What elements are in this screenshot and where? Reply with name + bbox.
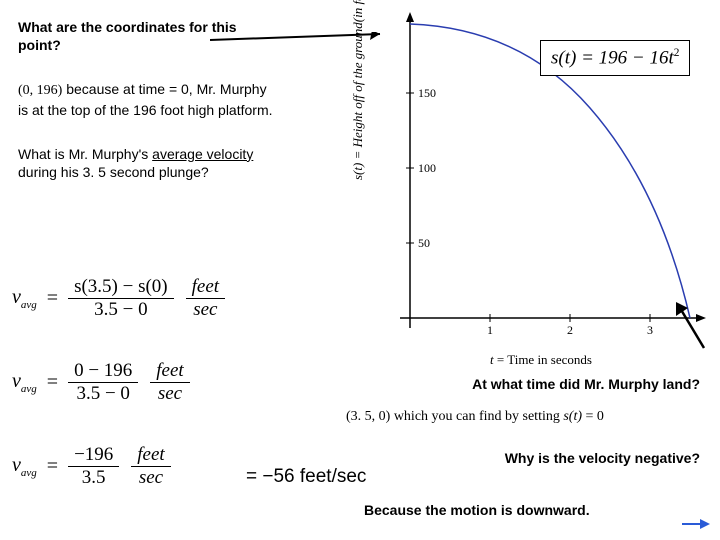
eq3-unit-num: feet [131, 444, 170, 466]
eq3-num: −196 [68, 444, 119, 467]
eq-sub3: avg [21, 467, 37, 479]
formula-exp: 2 [674, 47, 680, 59]
result-value: = −56 feet/sec [246, 466, 366, 488]
a3-pre: (3. 5, 0) which you can find by setting [346, 409, 563, 424]
eq-sub2: avg [21, 383, 37, 395]
xlabel-text: = Time in seconds [494, 352, 592, 367]
eq1-unit-den: sec [186, 298, 225, 321]
eq2-unit-den: sec [150, 382, 189, 405]
eq-lhs2: v [12, 370, 21, 392]
coord-value: (0, 196) [18, 83, 62, 98]
ylabel-arg: (t) [350, 163, 365, 175]
answer-negative: Because the motion is downward. [320, 502, 712, 518]
formula-text: s(t) = 196 − 16t [551, 47, 674, 68]
x-axis-label: t = Time in seconds [490, 352, 592, 368]
answer-coordinates: (0, 196) because at time = 0, Mr. Murphy… [18, 80, 278, 118]
eq1-unit-num: feet [186, 276, 225, 298]
eq2-unit-num: feet [150, 360, 189, 382]
svg-text:3: 3 [647, 323, 653, 337]
eq-sub: avg [21, 299, 37, 311]
q2-post: during his 3. 5 second plunge? [18, 164, 209, 180]
svg-text:100: 100 [418, 161, 436, 175]
eq3-den: 3.5 [68, 467, 119, 489]
ylabel-s: s [350, 175, 365, 180]
equation-step-1: vavg = s(3.5) − s(0) 3.5 − 0 feet sec [12, 276, 272, 321]
eq2-num: 0 − 196 [68, 360, 138, 383]
eq1-num: s(3.5) − s(0) [68, 276, 174, 299]
svg-text:50: 50 [418, 236, 430, 250]
eq3-unit-den: sec [131, 466, 170, 489]
svg-text:150: 150 [418, 86, 436, 100]
q2-pre: What is Mr. Murphy's [18, 146, 152, 162]
eq2-den: 3.5 − 0 [68, 383, 138, 405]
formula-box: s(t) = 196 − 16t2 [540, 40, 690, 76]
landing-arrow-icon [670, 302, 710, 352]
q2-underline: average velocity [152, 146, 253, 162]
a3-post: = 0 [582, 409, 604, 424]
equation-step-2: vavg = 0 − 196 3.5 − 0 feet sec [12, 360, 272, 405]
question-negative: Why is the velocity negative? [320, 450, 712, 466]
ylabel-text: = Height off of the ground(in feet) [350, 0, 365, 163]
y-axis-label: s(t) = Height off of the ground(in feet) [350, 0, 366, 180]
eq1-den: 3.5 − 0 [68, 299, 174, 321]
eq-lhs3: v [12, 454, 21, 476]
question-avg-velocity: What is Mr. Murphy's average velocity du… [18, 145, 278, 181]
svg-text:1: 1 [487, 323, 493, 337]
next-arrow-icon[interactable] [682, 518, 710, 530]
svg-text:2: 2 [567, 323, 573, 337]
equation-step-3: vavg = −196 3.5 feet sec [12, 444, 272, 489]
question-land-time: At what time did Mr. Murphy land? [320, 376, 712, 392]
a3-it: s(t) [563, 409, 582, 424]
eq-lhs: v [12, 286, 21, 308]
answer-land-time: (3. 5, 0) which you can find by setting … [320, 408, 712, 426]
